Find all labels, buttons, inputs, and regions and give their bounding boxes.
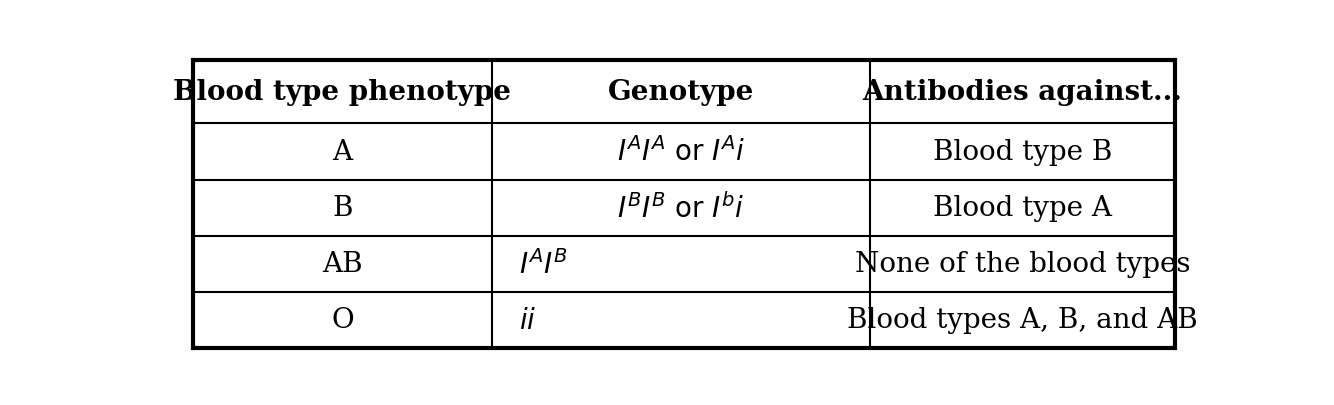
Text: None of the blood types: None of the blood types: [855, 251, 1190, 277]
Text: A: A: [332, 139, 352, 166]
Text: Antibodies against...: Antibodies against...: [863, 79, 1182, 106]
Text: Blood type A: Blood type A: [932, 195, 1113, 222]
Text: AB: AB: [321, 251, 363, 277]
Text: B: B: [332, 195, 352, 222]
Text: $\mathit{i}\mathit{i}$: $\mathit{i}\mathit{i}$: [519, 306, 536, 334]
Text: Blood type B: Blood type B: [932, 139, 1113, 166]
Text: $\mathit{I}^{\mathit{A}}\mathit{I}^{\mathit{B}}$: $\mathit{I}^{\mathit{A}}\mathit{I}^{\mat…: [519, 249, 567, 279]
Text: $\mathit{I}^{\mathit{A}}\mathit{I}^{\mathit{A}}$ or $\mathit{I}^{\mathit{A}}\mat: $\mathit{I}^{\mathit{A}}\mathit{I}^{\mat…: [618, 137, 746, 167]
Text: Genotype: Genotype: [608, 79, 755, 106]
Text: Blood types A, B, and AB: Blood types A, B, and AB: [847, 307, 1198, 333]
Text: O: O: [331, 307, 354, 333]
Text: Blood type phenotype: Blood type phenotype: [173, 79, 511, 106]
Text: $\mathit{I}^{\mathit{B}}\mathit{I}^{\mathit{B}}$ or $\mathit{I}^{\mathit{b}}\mat: $\mathit{I}^{\mathit{B}}\mathit{I}^{\mat…: [618, 193, 744, 224]
